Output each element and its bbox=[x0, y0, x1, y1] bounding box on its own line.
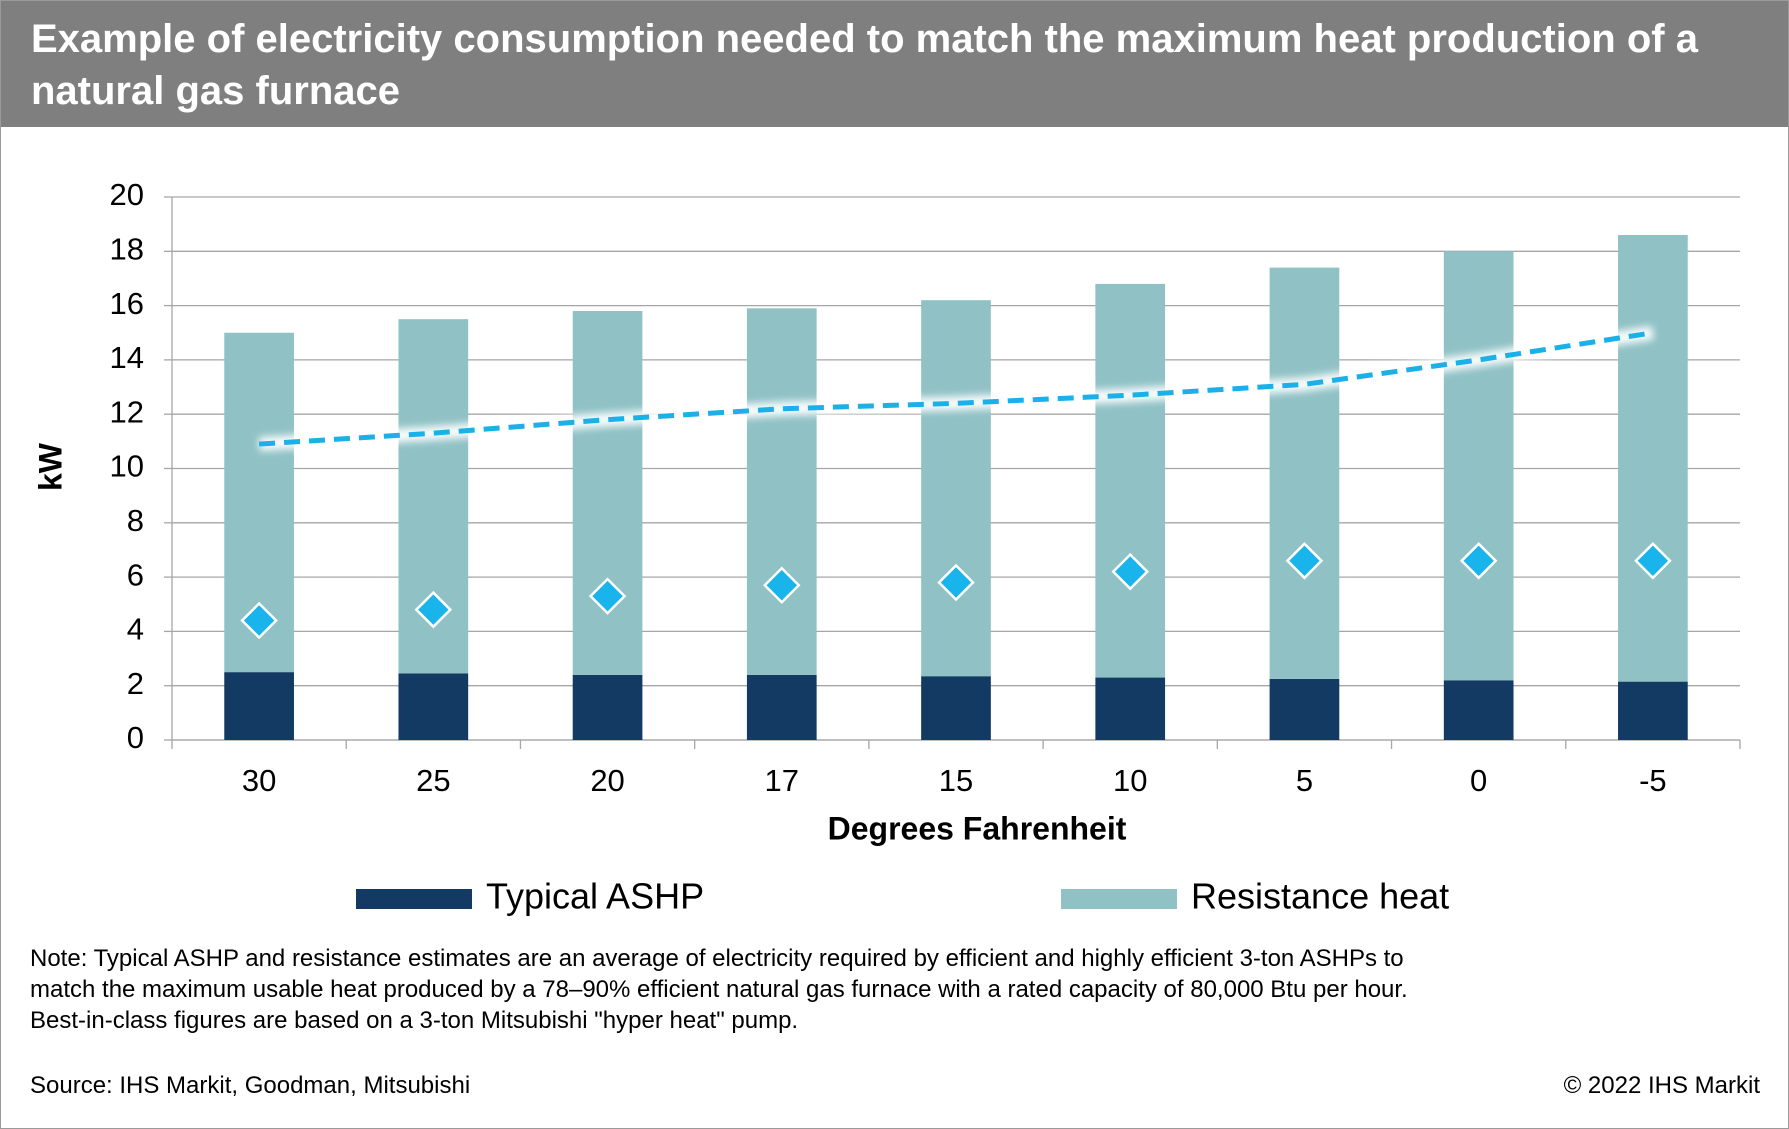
x-axis-title: Degrees Fahrenheit bbox=[828, 810, 1127, 846]
legend-label: Resistance heat bbox=[1191, 876, 1449, 917]
y-tick-label: 6 bbox=[127, 557, 144, 592]
bar-segment bbox=[572, 674, 643, 740]
chart-title: Example of electricity consumption neede… bbox=[31, 17, 1698, 113]
x-tick-label: 25 bbox=[416, 763, 450, 798]
marker bbox=[1459, 542, 1498, 580]
x-tick-label: 17 bbox=[765, 763, 799, 798]
marker bbox=[937, 563, 975, 602]
bar-segment bbox=[224, 672, 294, 740]
source: Source: IHS Markit, Goodman, Mitsubishi bbox=[30, 1072, 471, 1099]
marker bbox=[1285, 542, 1324, 580]
bar-segment bbox=[572, 311, 643, 675]
y-tick-label: 14 bbox=[110, 340, 144, 375]
bar-segment bbox=[1269, 267, 1340, 679]
marker bbox=[240, 601, 278, 640]
bar-segment bbox=[1095, 677, 1166, 740]
line bbox=[258, 330, 1654, 447]
y-tick-label: 18 bbox=[110, 231, 144, 266]
x-tick-label: -5 bbox=[1639, 763, 1667, 798]
y-tick-label: 12 bbox=[110, 394, 144, 429]
y-tick-label: 2 bbox=[127, 666, 144, 701]
marker bbox=[763, 566, 801, 605]
x-tick-label: 15 bbox=[939, 763, 973, 798]
bar-segment bbox=[1269, 678, 1340, 740]
marker bbox=[588, 577, 627, 615]
bar-segment bbox=[746, 308, 817, 675]
bar-segment bbox=[921, 676, 991, 740]
y-tick-label: 4 bbox=[127, 612, 144, 647]
bar-segment bbox=[1443, 251, 1514, 681]
x-tick-label: 10 bbox=[1113, 763, 1147, 798]
bar-segment bbox=[921, 300, 991, 677]
bar-segment bbox=[398, 673, 469, 740]
x-tick-label: 5 bbox=[1296, 763, 1313, 798]
header: Example of electricity consumption neede… bbox=[1, 1, 1788, 127]
y-tick-label: 16 bbox=[110, 286, 144, 321]
legend-swatch bbox=[1061, 889, 1177, 909]
x-tick-label: 0 bbox=[1470, 763, 1487, 798]
bar-segment bbox=[1618, 681, 1688, 740]
chart: kW Degrees Fahrenheit 0 2 4 6 8 10 12 14 16 18 20 3… bbox=[32, 177, 1741, 917]
copyright: © 2022 IHS Markit bbox=[1563, 1072, 1760, 1099]
marker bbox=[1634, 542, 1672, 580]
bar-segment bbox=[1443, 680, 1514, 740]
bar-segment bbox=[1095, 283, 1166, 678]
y-tick-label: 0 bbox=[127, 720, 144, 755]
y-tick-label: 20 bbox=[110, 177, 144, 212]
bar-segment bbox=[746, 674, 817, 740]
y-axis-title: kW bbox=[32, 442, 68, 491]
note: Note: Typical ASHP and resistance estima… bbox=[30, 945, 1408, 1034]
y-tick-label: 8 bbox=[127, 503, 144, 538]
marker bbox=[414, 590, 453, 629]
legend-label: Typical ASHP bbox=[486, 876, 704, 917]
legend-swatch bbox=[356, 889, 472, 909]
x-tick-label: 20 bbox=[590, 763, 624, 798]
marker bbox=[1111, 552, 1149, 591]
bar-segment bbox=[1618, 235, 1688, 682]
x-tick-label: 30 bbox=[242, 763, 276, 798]
y-tick-label: 10 bbox=[110, 449, 144, 484]
